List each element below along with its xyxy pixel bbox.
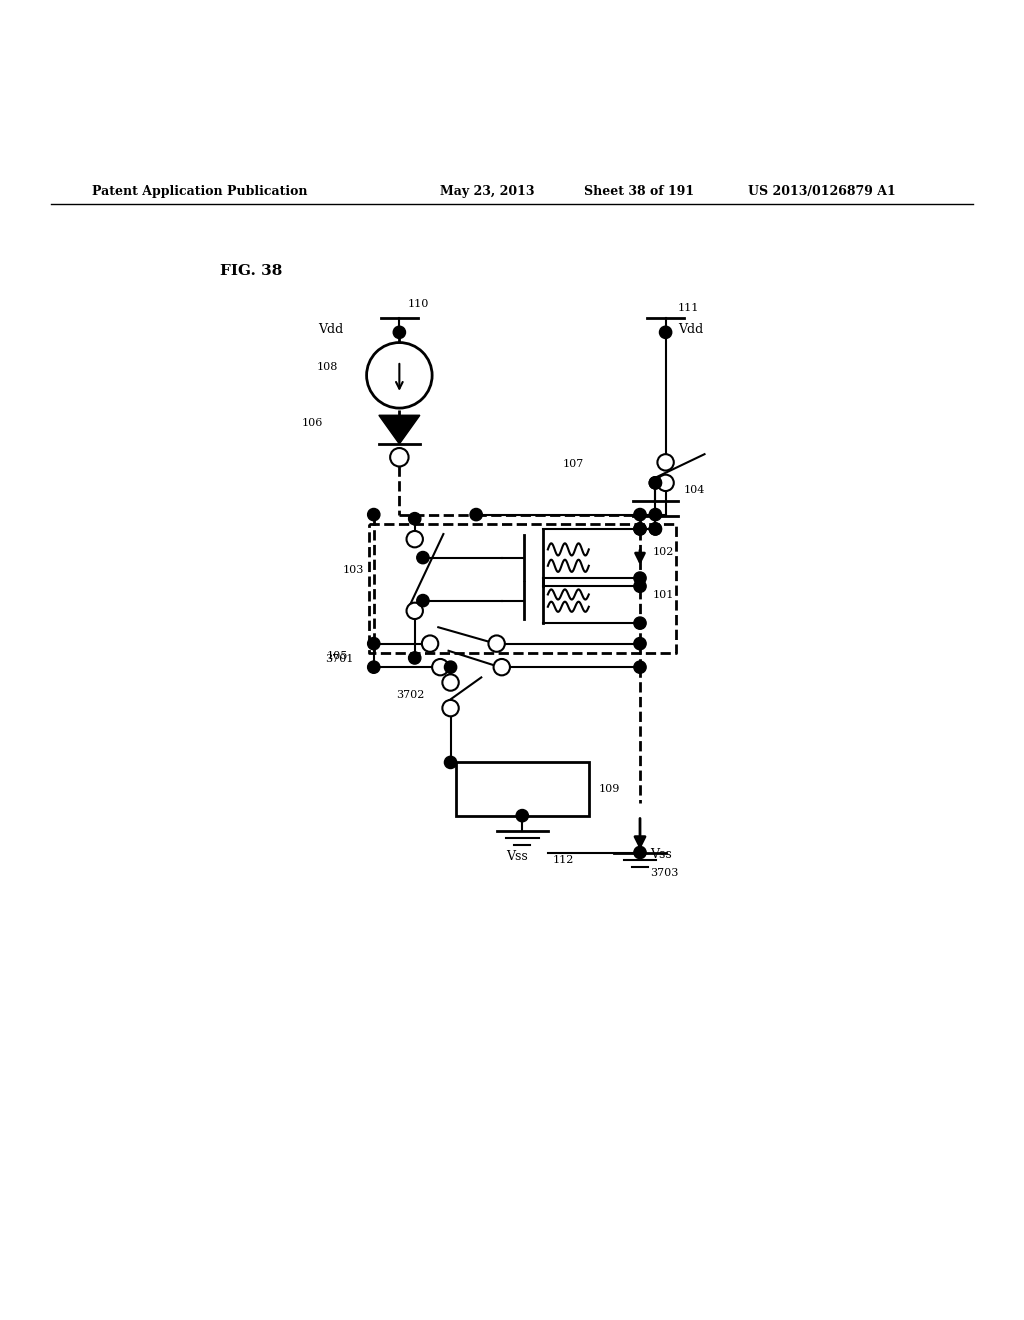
Text: May 23, 2013: May 23, 2013 <box>440 185 535 198</box>
Circle shape <box>657 475 674 491</box>
Text: Vss: Vss <box>650 847 672 861</box>
Circle shape <box>417 552 429 564</box>
Circle shape <box>649 523 662 535</box>
Polygon shape <box>379 416 420 444</box>
Circle shape <box>634 846 646 858</box>
Text: 3703: 3703 <box>650 869 679 878</box>
Text: 109: 109 <box>599 784 621 795</box>
Text: 104: 104 <box>684 484 706 495</box>
Circle shape <box>516 809 528 822</box>
Circle shape <box>649 508 662 520</box>
Circle shape <box>634 638 646 649</box>
Text: 102: 102 <box>652 548 674 557</box>
Circle shape <box>634 523 646 535</box>
Circle shape <box>390 447 409 466</box>
Circle shape <box>494 659 510 676</box>
Circle shape <box>407 603 423 619</box>
Text: 3702: 3702 <box>396 690 425 700</box>
Text: Vss: Vss <box>506 850 528 863</box>
Circle shape <box>444 756 457 768</box>
Circle shape <box>409 652 421 664</box>
Circle shape <box>649 477 662 488</box>
Circle shape <box>634 616 646 630</box>
Circle shape <box>444 661 457 673</box>
Circle shape <box>488 635 505 652</box>
Bar <box>456 763 589 816</box>
Circle shape <box>422 635 438 652</box>
Circle shape <box>407 531 423 548</box>
Circle shape <box>649 477 662 488</box>
Text: 103: 103 <box>342 565 364 576</box>
Text: 110: 110 <box>408 298 429 309</box>
Circle shape <box>393 326 406 338</box>
Text: FIG. 38: FIG. 38 <box>220 264 283 279</box>
Text: 101: 101 <box>652 590 674 601</box>
Text: 105: 105 <box>327 651 348 661</box>
Circle shape <box>368 638 380 649</box>
Text: Patent Application Publication: Patent Application Publication <box>92 185 307 198</box>
Text: Vdd: Vdd <box>317 323 343 335</box>
Text: 107: 107 <box>562 459 584 470</box>
Circle shape <box>442 675 459 690</box>
Circle shape <box>659 326 672 338</box>
Text: 108: 108 <box>316 362 338 372</box>
Circle shape <box>634 508 646 520</box>
Circle shape <box>442 700 459 717</box>
Circle shape <box>634 661 646 673</box>
Circle shape <box>409 512 421 525</box>
Text: 3701: 3701 <box>325 653 353 664</box>
Circle shape <box>634 579 646 593</box>
Circle shape <box>368 661 380 673</box>
Circle shape <box>634 572 646 585</box>
Text: 112: 112 <box>553 854 574 865</box>
Text: Sheet 38 of 191: Sheet 38 of 191 <box>584 185 694 198</box>
Text: 111: 111 <box>678 302 699 313</box>
Text: US 2013/0126879 A1: US 2013/0126879 A1 <box>748 185 895 198</box>
Text: Vdd: Vdd <box>678 323 703 335</box>
Circle shape <box>657 454 674 470</box>
Circle shape <box>649 523 662 535</box>
Circle shape <box>417 594 429 607</box>
Circle shape <box>432 659 449 676</box>
Circle shape <box>470 508 482 520</box>
Text: 106: 106 <box>301 418 323 429</box>
Circle shape <box>634 523 646 535</box>
Circle shape <box>368 508 380 520</box>
